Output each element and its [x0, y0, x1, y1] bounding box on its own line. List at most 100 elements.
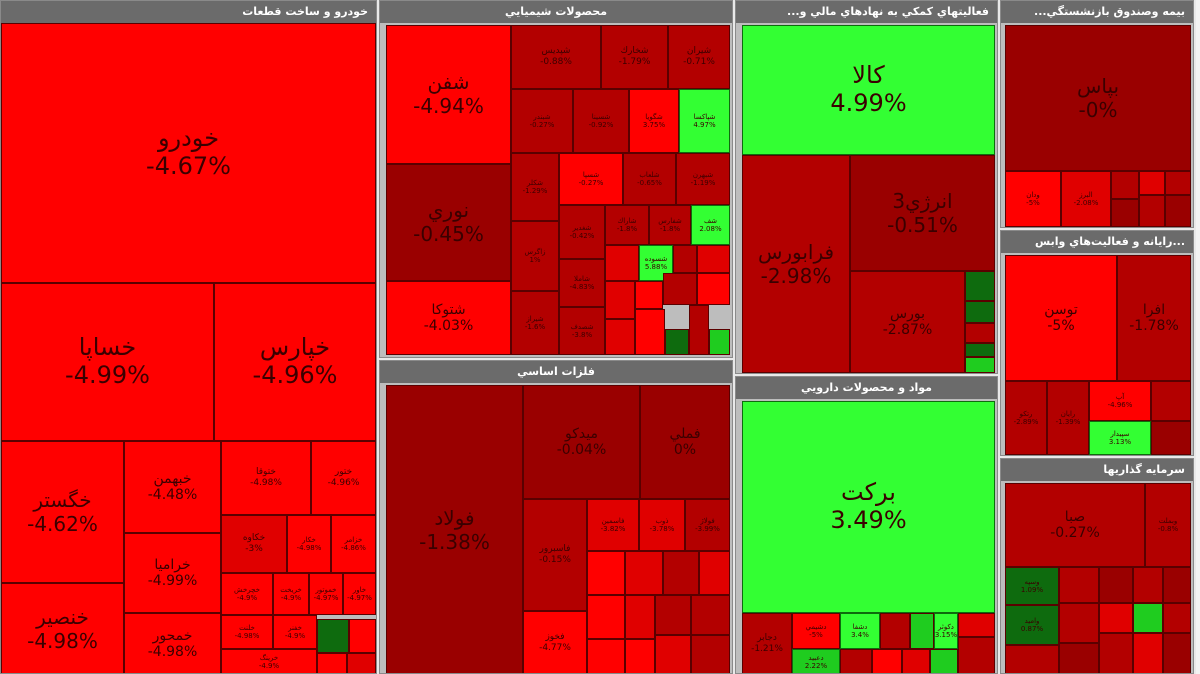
tile-invest-small[interactable] [1059, 603, 1099, 643]
tile-khegostar[interactable]: خگستر -4.62% [1, 441, 124, 583]
tile-metal-small[interactable] [691, 635, 730, 673]
tile-shlorab[interactable]: شلعاب -0.65% [623, 153, 676, 205]
tile-ins-small[interactable] [1165, 171, 1191, 195]
tile-chem-small[interactable] [635, 281, 663, 309]
tile-chem-s3[interactable]: شصدف -3.8% [559, 307, 605, 355]
tile-chem-small[interactable] [697, 273, 730, 305]
tile-metal-small[interactable] [655, 595, 691, 635]
tile-shkolor[interactable]: شكلر -1.29% [511, 153, 559, 221]
tile-invest-small[interactable] [1059, 567, 1099, 603]
tile-invest-small[interactable] [1099, 567, 1133, 603]
tile-khbahman[interactable]: خبهمن -4.48% [124, 441, 221, 533]
tile-khesapa[interactable]: خساپا -4.99% [1, 283, 214, 441]
tile-met-c[interactable]: فولاژ -3.99% [685, 499, 730, 551]
tile-invest-small[interactable] [1163, 567, 1191, 603]
tile-auto-small[interactable] [317, 653, 347, 673]
tile-metal-small[interactable] [625, 551, 663, 595]
tile-ins-small[interactable] [1139, 171, 1165, 195]
tile-invest-small[interactable] [1099, 633, 1133, 673]
tile-auto-j[interactable]: خرينگ -4.9% [221, 649, 317, 673]
tile-auto-green[interactable] [317, 619, 349, 653]
tile-inv-c[interactable]: واميد 0.87% [1005, 605, 1059, 645]
tile-shpars[interactable]: شپديس -0.88% [511, 25, 601, 89]
tile-shpaksa[interactable]: شپاكسا 4.97% [679, 89, 730, 153]
tile-metal-small[interactable] [587, 595, 625, 639]
tile-pharma-small[interactable] [840, 649, 872, 673]
tile-auto-small[interactable] [347, 653, 376, 673]
tile-pharma-small[interactable] [958, 613, 995, 637]
tile-auto-i[interactable]: خفنر -4.9% [273, 615, 317, 649]
tile-pharma-green[interactable] [930, 649, 958, 673]
tile-shetoka[interactable]: شتوكا -4.03% [386, 281, 511, 355]
tile-invest-green[interactable] [1133, 603, 1163, 633]
tile-farabourse[interactable]: فرابورس -2.98% [742, 155, 850, 373]
tile-ph-a[interactable]: دجابر -1.21% [742, 613, 792, 673]
tile-foolad[interactable]: فولاد -1.38% [386, 385, 523, 673]
tile-fkhooz[interactable]: فخوز -4.77% [523, 611, 587, 673]
tile-metal-small[interactable] [691, 595, 730, 635]
tile-bourse[interactable]: بورس -2.87% [850, 271, 965, 373]
tile-ph-b[interactable]: دشيمي -5% [792, 613, 840, 649]
tile-inv-a[interactable]: وبملت -0.8% [1145, 483, 1191, 567]
tile-it-c[interactable]: آپ -4.96% [1089, 381, 1151, 421]
tile-fin-green[interactable] [965, 343, 995, 357]
tile-invest-small[interactable] [1133, 567, 1163, 603]
tile-ins-small[interactable] [1111, 199, 1139, 227]
tile-chem-small[interactable] [697, 245, 730, 273]
tile-invest-small[interactable] [1163, 603, 1191, 633]
tile-khtoka[interactable]: ختوقا -4.98% [221, 441, 311, 515]
tile-shkhark[interactable]: شخارك -1.79% [601, 25, 668, 89]
tile-it-b[interactable]: رايان -1.39% [1047, 381, 1089, 455]
tile-auto-b[interactable]: خكار -4.98% [287, 515, 331, 573]
tile-metal-small[interactable] [655, 635, 691, 673]
tile-kheramia[interactable]: خراميا -4.99% [124, 533, 221, 613]
tile-invest-small[interactable] [1099, 603, 1133, 633]
tile-metal-small[interactable] [663, 551, 699, 595]
tile-energy3[interactable]: انرژي3 -0.51% [850, 155, 995, 271]
tile-shbaria[interactable]: شاراك -1.8% [605, 205, 649, 245]
tile-chem-green[interactable] [709, 329, 730, 355]
tile-ins-small[interactable] [1111, 171, 1139, 199]
tile-met-b[interactable]: ذوب -3.78% [639, 499, 685, 551]
tile-metal-small[interactable] [625, 595, 655, 639]
tile-invest-small[interactable] [1133, 633, 1163, 673]
tile-chem-small[interactable] [673, 245, 697, 273]
tile-fin-green[interactable] [965, 271, 995, 301]
tile-sama[interactable]: صبا -0.27% [1005, 483, 1145, 567]
tile-fmeli[interactable]: فملي 0% [640, 385, 730, 499]
tile-ins-small[interactable] [1139, 195, 1165, 227]
tile-it-a[interactable]: رتكو -2.89% [1005, 381, 1047, 455]
tile-chem-green[interactable] [665, 329, 689, 355]
tile-khepars[interactable]: خپارس -4.96% [214, 283, 376, 441]
tile-invest-small[interactable] [1059, 643, 1099, 673]
tile-met-a[interactable]: فاسمين -3.82% [587, 499, 639, 551]
tile-auto-f[interactable]: خموتور -4.97% [309, 573, 343, 615]
tile-pharma-small[interactable] [958, 637, 995, 673]
tile-pharma-small[interactable] [872, 649, 902, 673]
tile-fin-green[interactable] [965, 357, 995, 373]
tile-auto-e[interactable]: خريخت -4.9% [273, 573, 309, 615]
tile-metal-small[interactable] [587, 639, 625, 673]
tile-metal-small[interactable] [699, 551, 730, 595]
tile-kala[interactable]: كالا 4.99% [742, 25, 995, 155]
tile-it-small[interactable] [1151, 421, 1191, 455]
tile-invest-small[interactable] [1005, 645, 1059, 673]
tile-shbandar[interactable]: شبندر -0.27% [511, 89, 573, 153]
tile-ph-e[interactable]: دكوثر 3.15% [934, 613, 958, 649]
tile-chem-small[interactable] [635, 309, 665, 355]
tile-chem-small[interactable] [605, 319, 635, 355]
tile-auto-small[interactable] [349, 619, 376, 653]
tile-chem-small[interactable] [663, 273, 697, 305]
tile-auto-a[interactable]: خكاوه -3% [221, 515, 287, 573]
tile-mdako[interactable]: ميدكو -0.04% [523, 385, 640, 499]
tile-khmehvar[interactable]: خمحور -4.98% [124, 613, 221, 673]
tile-pharma-green[interactable] [910, 613, 934, 649]
tile-shsina[interactable]: شسينا -0.92% [573, 89, 629, 153]
tile-barkat[interactable]: بركت 3.49% [742, 401, 995, 613]
tile-shpet[interactable]: شفارس -1.8% [649, 205, 691, 245]
tile-noori[interactable]: نوري -0.45% [386, 164, 511, 281]
tile-zagros[interactable]: زاگرس 1% [511, 221, 559, 291]
tile-chem-small[interactable] [605, 245, 639, 281]
tile-shiran[interactable]: شيران -0.71% [668, 25, 730, 89]
tile-pharma-small[interactable] [880, 613, 910, 649]
